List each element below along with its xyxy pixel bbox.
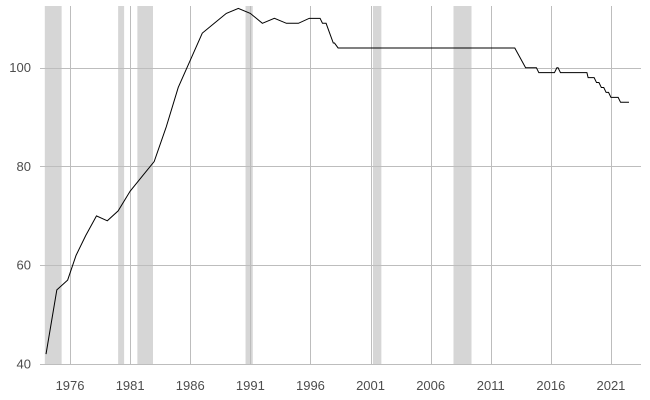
- gridlines: [40, 6, 641, 365]
- x-tick-label: 2016: [536, 378, 565, 393]
- recession-band-4: [372, 6, 382, 364]
- y-tick-label: 80: [17, 159, 31, 174]
- recession-band-2: [137, 6, 153, 364]
- x-tick-label: 1986: [176, 378, 205, 393]
- x-tick-label: 2006: [416, 378, 445, 393]
- recession-band-0: [44, 6, 62, 364]
- series-layer: [45, 7, 629, 355]
- y-tick-label: 100: [9, 60, 31, 75]
- x-tick-label: 1981: [116, 378, 145, 393]
- y-axis-ticks: 40 60 80 100: [9, 60, 31, 371]
- recession-band-5: [453, 6, 472, 364]
- x-tick-label: 2021: [596, 378, 625, 393]
- y-tick-label: 60: [17, 258, 31, 273]
- x-tick-label: 2011: [477, 378, 505, 393]
- x-axis-ticks: 1976 1981 1986 1991 1996 2001 2006 2011 2016 2021: [56, 378, 626, 393]
- x-tick-label: 1991: [236, 378, 265, 393]
- x-tick-label: 1976: [56, 378, 85, 393]
- x-tick-label: 1996: [296, 378, 325, 393]
- series-line-0: [45, 7, 629, 355]
- recession-band-3: [245, 6, 253, 364]
- recession-band-1: [118, 6, 125, 364]
- recession-bands: [44, 6, 472, 364]
- x-tick-label: 2001: [356, 378, 385, 393]
- y-tick-label: 40: [17, 357, 31, 372]
